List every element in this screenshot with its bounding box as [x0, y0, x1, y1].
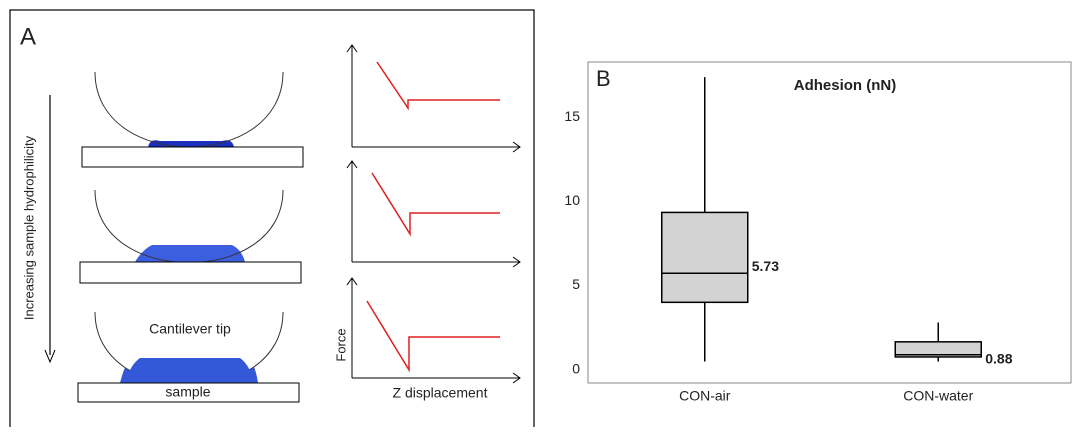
box [661, 211, 749, 304]
x-tick-label: CON-water [903, 388, 973, 404]
force-curves [366, 61, 500, 373]
chart-title: Adhesion (nN) [794, 77, 897, 94]
y-tick-label: 5 [572, 276, 580, 292]
y-tick-label: 0 [572, 360, 580, 376]
sample-label: sample [165, 384, 210, 400]
arrow-head [44, 349, 56, 364]
sample-plate [81, 146, 304, 168]
force-curve [376, 61, 500, 111]
panel-label: A [20, 23, 36, 50]
data-label: 5.73 [752, 258, 779, 274]
graph-axes [346, 160, 521, 268]
graph-axes [346, 277, 521, 384]
force-curve [371, 172, 500, 237]
graph-axes [346, 44, 521, 153]
y-tick-label: 10 [564, 192, 580, 208]
force-axis-label: Force [333, 328, 348, 361]
y-tick-label: 15 [564, 108, 580, 124]
arrow-label: Increasing sample hydrophilicity [21, 135, 36, 320]
panel-a: A Increasing sample hydrophilicity Canti… [9, 9, 535, 432]
panel-label: B [596, 66, 611, 91]
tip-label: Cantilever tip [149, 321, 231, 337]
water [125, 358, 254, 383]
force-graphs [346, 44, 521, 384]
displacement-axis-label: Z displacement [393, 385, 488, 401]
water [135, 245, 245, 262]
x-tick-label: CON-air [679, 388, 731, 404]
panel-b: B Adhesion (nN) 0 5 10 15 CON-air 5.73 CON-wat… [564, 61, 1072, 404]
sample-plate [77, 382, 300, 403]
box [894, 341, 982, 358]
panel-a-frame [9, 9, 535, 432]
cantilever-tip [94, 71, 284, 148]
plot-frame [587, 61, 1072, 384]
data-label: 0.88 [985, 350, 1012, 366]
sample-plate [79, 261, 302, 284]
force-curve [366, 300, 500, 373]
